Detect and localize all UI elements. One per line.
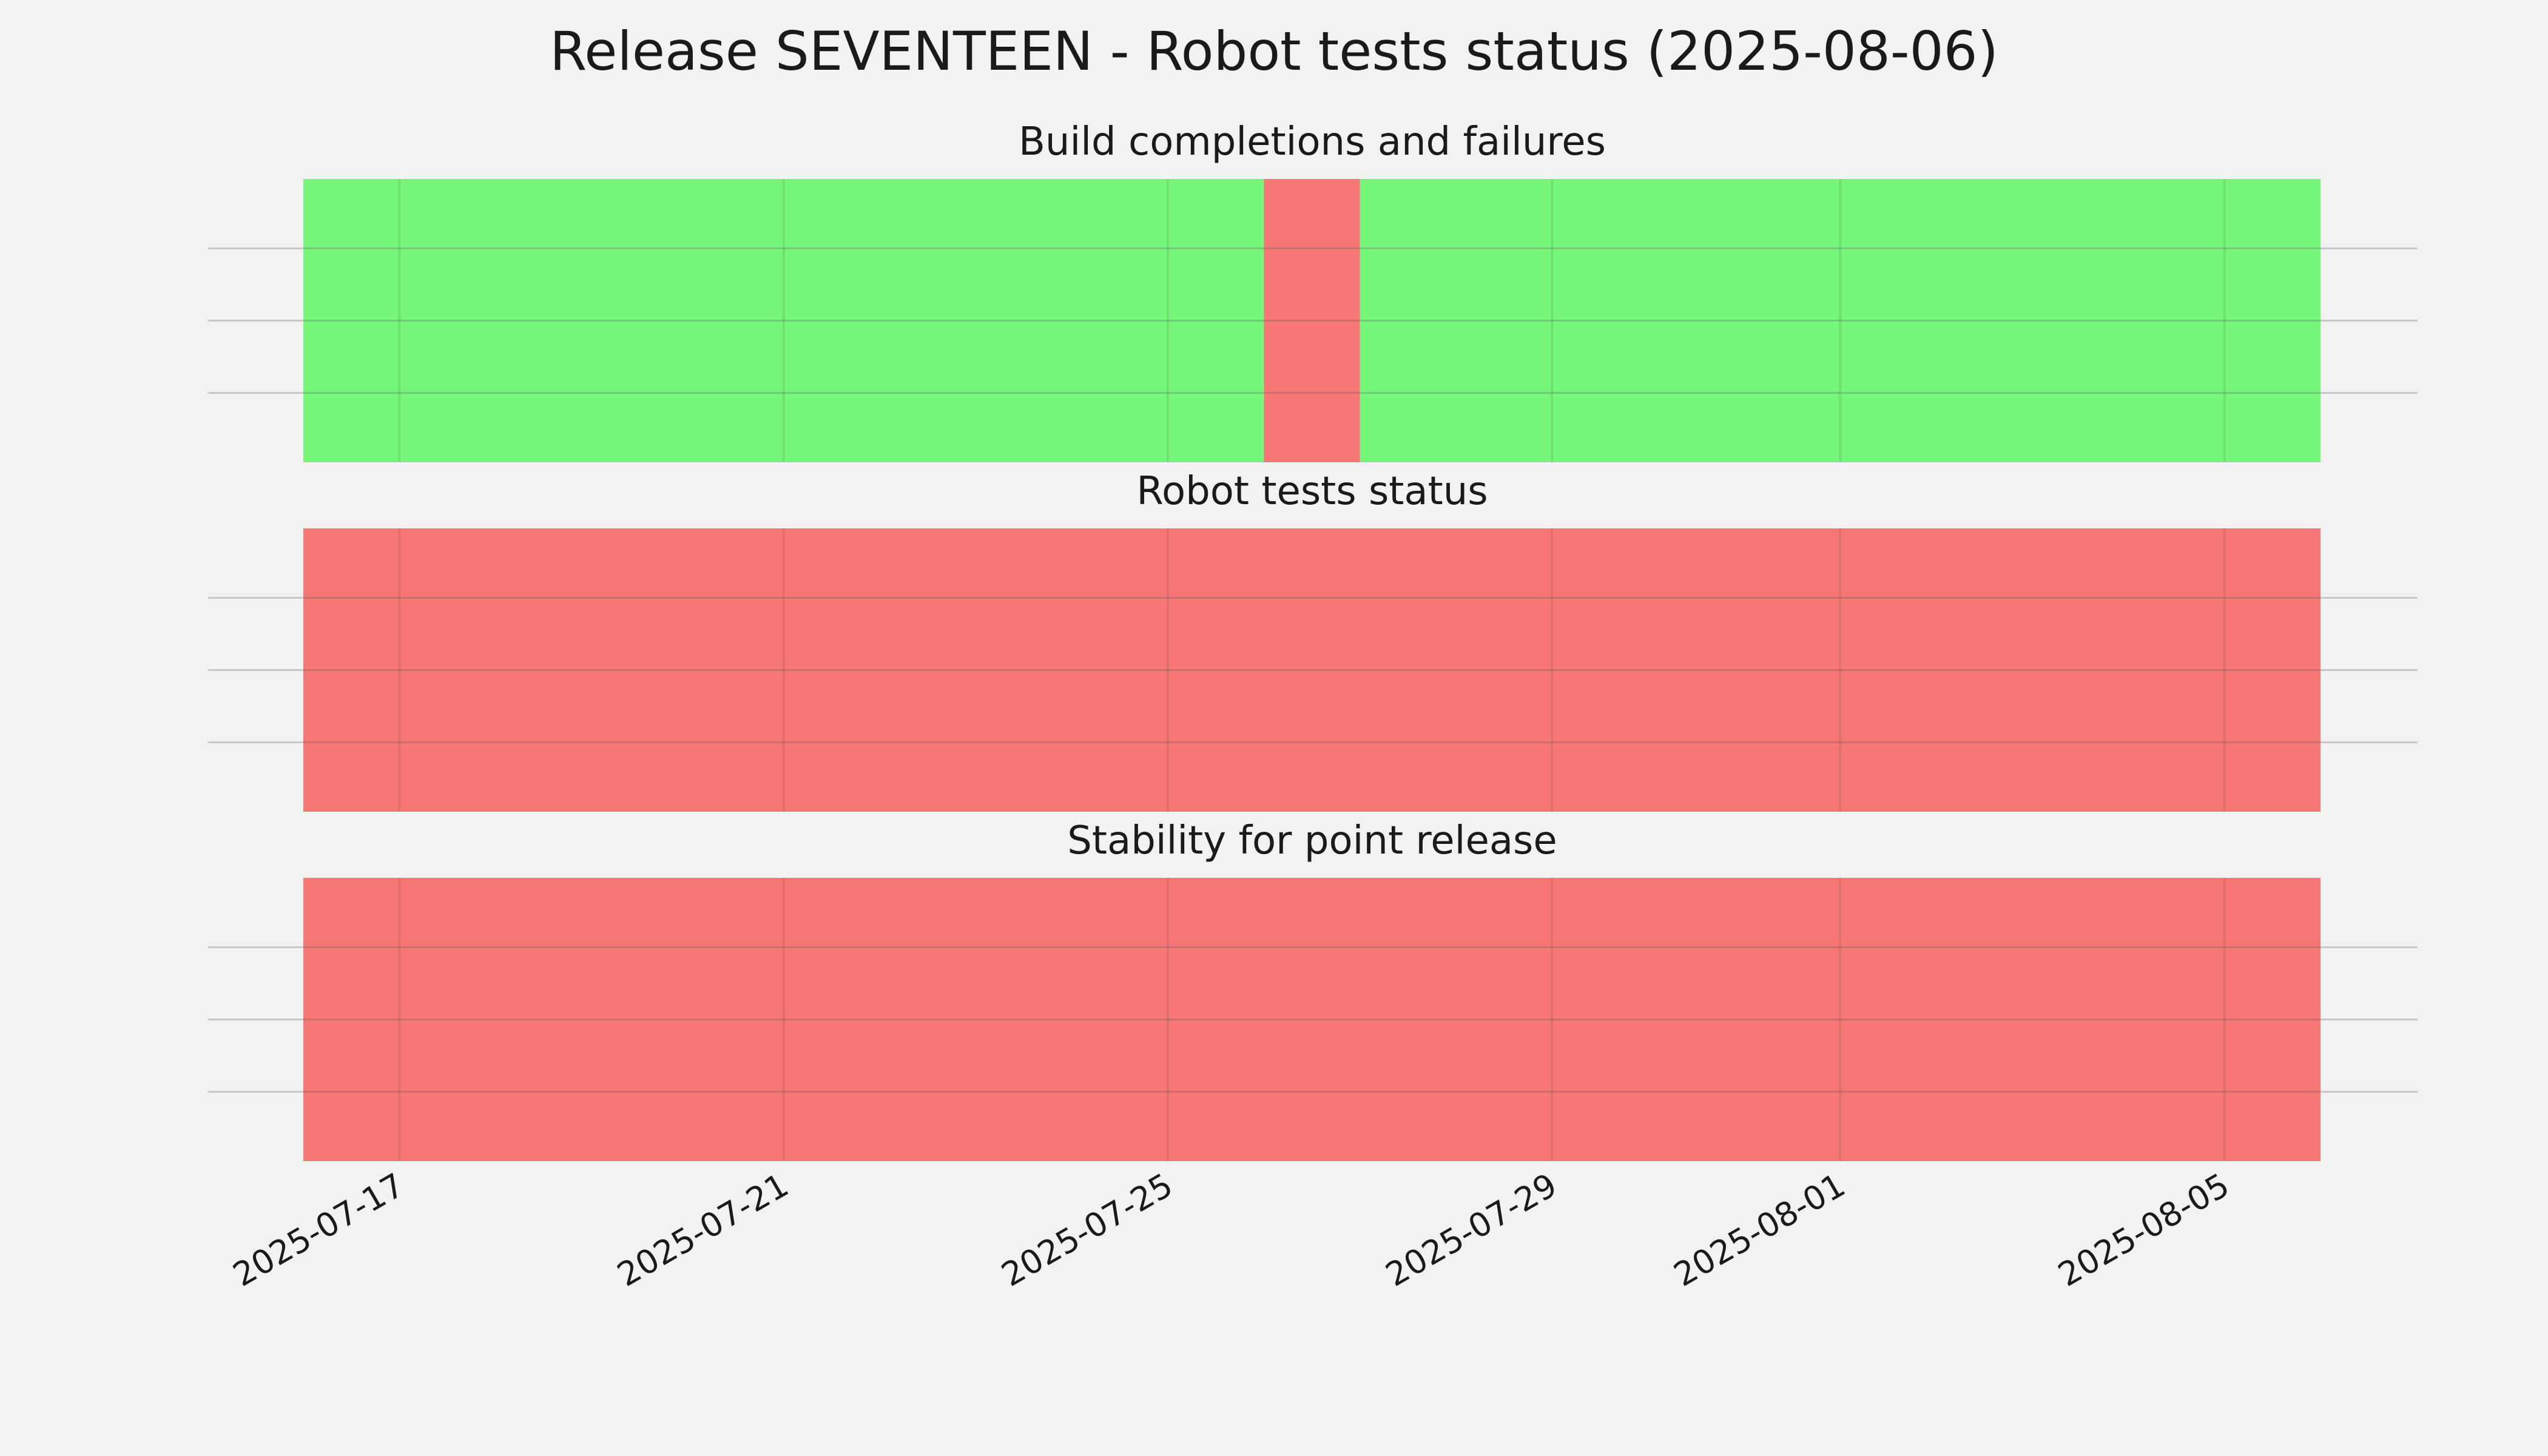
panel-title: Robot tests status [1136,469,1488,514]
panel-title: Stability for point release [1067,818,1557,863]
segment-fail [1264,179,1360,462]
panel-3: Stability for point release [208,818,2418,1161]
segment-fail [303,528,2320,812]
chart-title: Release SEVENTEEN - Robot tests status (… [550,20,1998,83]
segment-fail [303,878,2320,1161]
panel-2: Robot tests status [208,469,2418,812]
segment-pass [303,179,1264,462]
panels: Build completions and failures Robot test… [208,120,2418,1161]
panel-1: Build completions and failures [208,120,2418,462]
segment-pass [1360,179,2320,462]
panel-title: Build completions and failures [1019,120,1606,164]
